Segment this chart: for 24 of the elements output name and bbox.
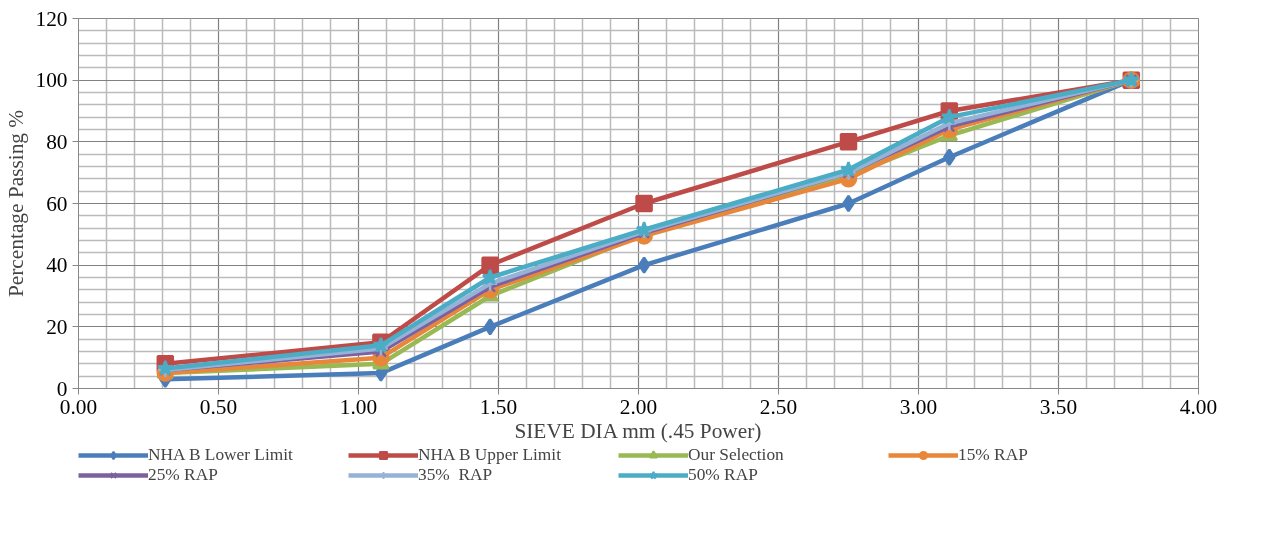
legend-label: 50% RAP bbox=[688, 465, 759, 485]
x-tick-label: 1.50 bbox=[479, 394, 518, 419]
legend-label: Our Selection bbox=[688, 445, 785, 465]
x-tick-label: 2.50 bbox=[759, 394, 798, 419]
y-tick-label: 20 bbox=[46, 314, 68, 339]
x-tick-label: 4.00 bbox=[1179, 394, 1218, 419]
x-tick-label: 3.50 bbox=[1039, 394, 1078, 419]
legend-label: 35% RAP bbox=[418, 465, 494, 485]
x-axis-title: SIEVE DIA mm (.45 Power) bbox=[514, 418, 762, 443]
y-tick-label: 60 bbox=[46, 191, 68, 216]
legend-label: 15% RAP bbox=[958, 445, 1029, 465]
y-tick-label: 120 bbox=[35, 6, 68, 31]
y-tick-label: 100 bbox=[35, 68, 68, 93]
legend-label: 25% RAP bbox=[148, 465, 219, 485]
x-tick-label: 2.00 bbox=[619, 394, 658, 419]
y-tick-label: 80 bbox=[46, 129, 68, 154]
y-tick-label: 0 bbox=[56, 376, 68, 401]
x-tick-label: 1.00 bbox=[339, 394, 378, 419]
y-tick-label: 40 bbox=[46, 253, 68, 278]
x-tick-label: 0.50 bbox=[199, 394, 238, 419]
legend-label: NHA B Upper Limit bbox=[418, 445, 562, 465]
x-tick-label: 3.00 bbox=[899, 394, 938, 419]
legend-label: NHA B Lower Limit bbox=[148, 445, 294, 465]
y-axis-title: Percentage Passing % bbox=[3, 109, 28, 298]
